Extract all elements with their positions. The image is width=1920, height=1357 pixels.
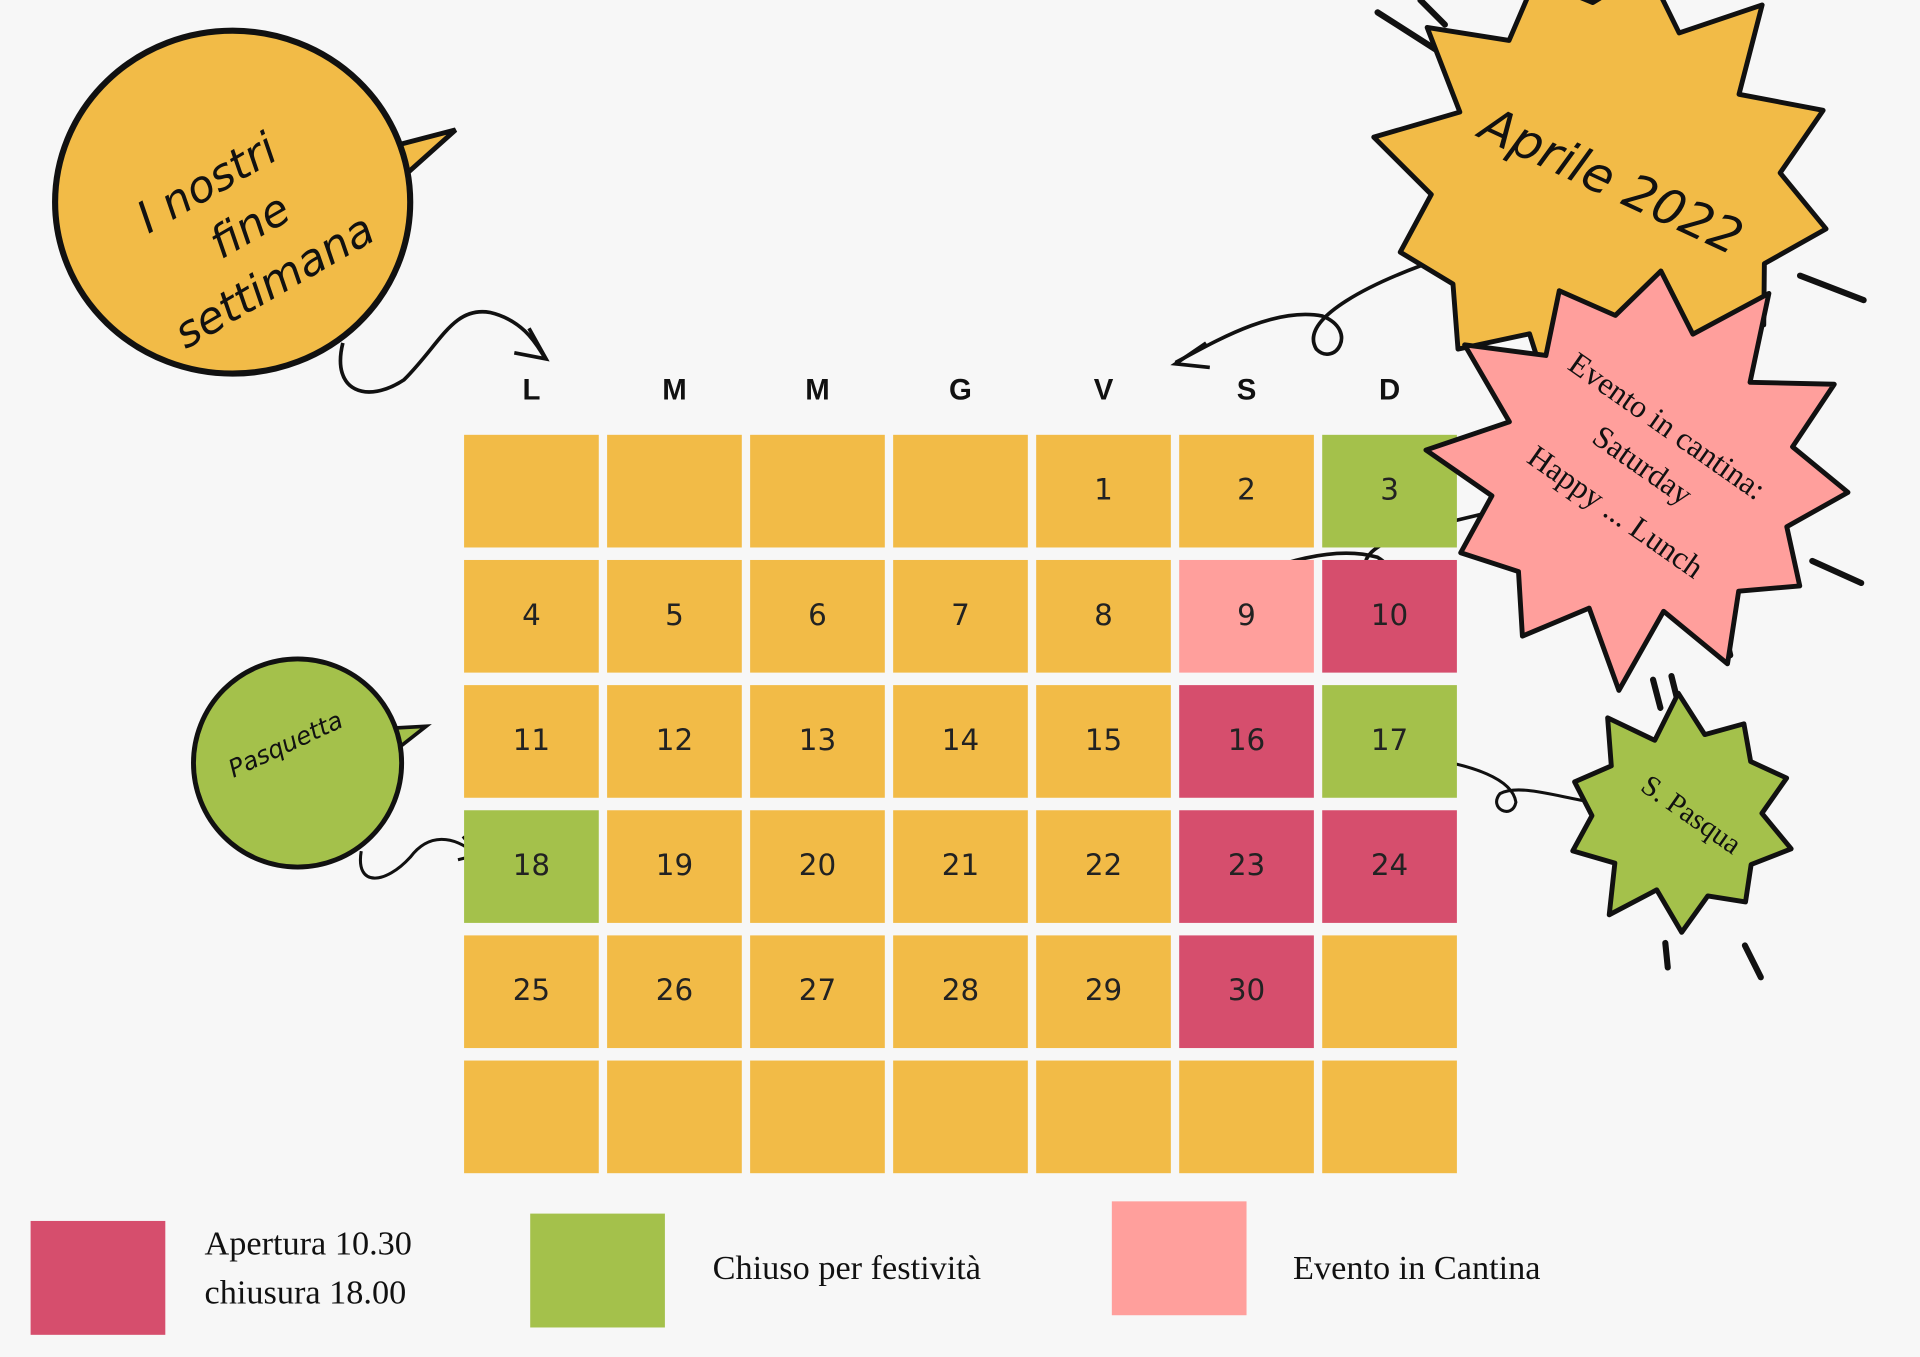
- day-cell: [607, 559, 742, 673]
- day-number: 17: [1371, 723, 1408, 757]
- day-cell: [750, 685, 885, 798]
- day-cell: [750, 935, 885, 1049]
- day-number: 28: [942, 973, 979, 1007]
- day-number: 14: [942, 723, 979, 757]
- day-number: 4: [522, 598, 541, 632]
- day-cell: [750, 1060, 885, 1174]
- legend-label: Apertura 10.30: [204, 1225, 411, 1263]
- day-cell: [1322, 935, 1457, 1049]
- weekday-header: L: [522, 374, 540, 407]
- day-cell: [607, 685, 742, 798]
- day-cell: [1036, 559, 1171, 673]
- day-cell: [750, 434, 885, 548]
- weekday-header: S: [1237, 374, 1257, 407]
- speech-bubble: [191, 656, 405, 870]
- day-cell: [1179, 685, 1314, 798]
- legend-label: chiusura 18.00: [204, 1274, 406, 1312]
- day-cell: [1036, 935, 1171, 1049]
- arrow: [338, 309, 547, 394]
- weekday-header: M: [662, 374, 686, 407]
- day-cell: [464, 810, 599, 923]
- day-number: 18: [513, 848, 550, 882]
- day-cell: [893, 935, 1028, 1049]
- day-cell: [1036, 810, 1171, 923]
- arrow-head: [513, 327, 550, 362]
- day-number: 11: [513, 723, 550, 757]
- arrow: [358, 837, 477, 880]
- arrow-head: [1170, 341, 1210, 370]
- day-cell: [893, 685, 1028, 798]
- day-cell: [464, 935, 599, 1049]
- legend-swatch: [1111, 1201, 1247, 1316]
- day-number: 24: [1371, 848, 1408, 882]
- speech-bubble: [52, 27, 414, 377]
- weekday-header: G: [949, 374, 972, 407]
- day-number: 3: [1380, 473, 1399, 507]
- legend-label: Chiuso per festività: [713, 1249, 981, 1287]
- day-cell: [1179, 810, 1314, 923]
- day-cell: [607, 434, 742, 548]
- starburst: [1423, 268, 1851, 693]
- day-number: 2: [1237, 473, 1256, 507]
- day-cell: [607, 810, 742, 923]
- day-number: 23: [1228, 848, 1265, 882]
- day-number: 1: [1094, 473, 1113, 507]
- day-cell: [1036, 434, 1171, 548]
- day-cell: [607, 1060, 742, 1174]
- day-number: 21: [942, 848, 979, 882]
- day-cell: [464, 1060, 599, 1174]
- day-cell: [750, 559, 885, 673]
- day-number: 12: [656, 723, 693, 757]
- day-cell: [464, 434, 599, 548]
- day-cell: [893, 434, 1028, 548]
- day-number: 5: [665, 598, 684, 632]
- day-number: 19: [656, 848, 693, 882]
- day-number: 26: [656, 973, 693, 1007]
- day-cell: [1322, 1060, 1457, 1174]
- day-number: 29: [1085, 973, 1122, 1007]
- day-number: 16: [1228, 723, 1265, 757]
- day-cell: [1179, 434, 1314, 548]
- day-cell: [1179, 935, 1314, 1049]
- day-number: 15: [1085, 723, 1122, 757]
- day-cell: [1179, 559, 1314, 673]
- day-cell: [750, 810, 885, 923]
- day-number: 25: [513, 973, 550, 1007]
- day-cell: [464, 685, 599, 798]
- weekday-header: D: [1379, 374, 1400, 407]
- arrow: [1432, 757, 1593, 813]
- legend-label: Evento in Cantina: [1293, 1249, 1540, 1287]
- day-number: 13: [799, 723, 836, 757]
- day-cell: [893, 1060, 1028, 1174]
- day-number: 6: [808, 598, 827, 632]
- day-cell: [607, 935, 742, 1049]
- weekday-header: V: [1094, 374, 1114, 407]
- day-cell: [893, 559, 1028, 673]
- weekday-header: M: [805, 374, 829, 407]
- legend-swatch: [530, 1213, 665, 1328]
- day-number: 22: [1085, 848, 1122, 882]
- day-number: 8: [1094, 598, 1113, 632]
- day-cell: [1322, 810, 1457, 923]
- day-cell: [893, 810, 1028, 923]
- day-cell: [1036, 1060, 1171, 1174]
- day-number: 7: [951, 598, 970, 632]
- arrow: [1174, 255, 1446, 365]
- day-cell: [1036, 685, 1171, 798]
- day-cell: [1322, 559, 1457, 673]
- day-number: 27: [799, 973, 836, 1007]
- legend-swatch: [30, 1220, 166, 1335]
- day-number: 30: [1228, 973, 1265, 1007]
- day-number: 10: [1371, 598, 1408, 632]
- starburst: [1570, 690, 1794, 935]
- day-number: 9: [1237, 598, 1256, 632]
- day-cell: [1322, 685, 1457, 798]
- day-cell: [1179, 1060, 1314, 1174]
- day-cell: [464, 559, 599, 673]
- decorations: [52, 0, 1867, 981]
- day-number: 20: [799, 848, 836, 882]
